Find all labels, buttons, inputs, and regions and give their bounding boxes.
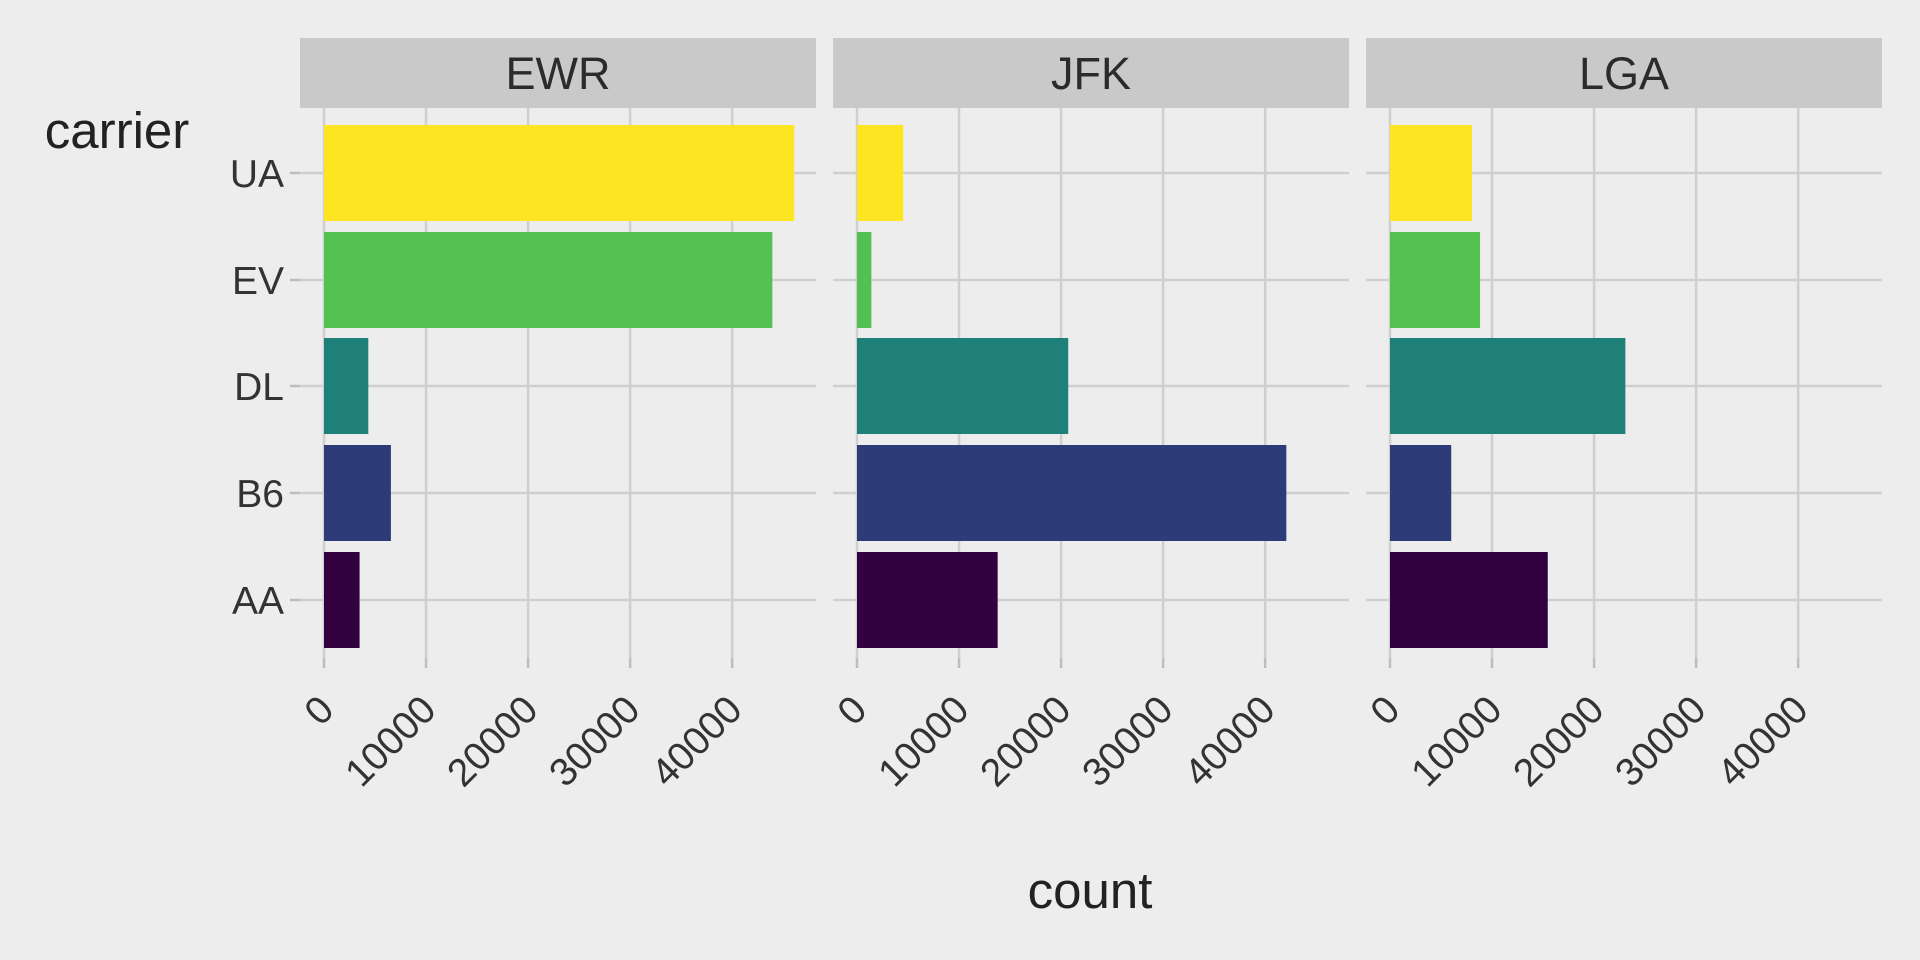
y-tick-label: EV bbox=[232, 260, 284, 303]
bar-ua bbox=[857, 125, 904, 221]
bar-dl bbox=[324, 338, 369, 434]
y-axis: AA B6 DL EV UA bbox=[230, 153, 300, 623]
bar-ev bbox=[1390, 232, 1481, 328]
bar-aa bbox=[857, 552, 998, 648]
bar-dl bbox=[857, 338, 1069, 434]
y-tick-label: B6 bbox=[236, 473, 284, 516]
facet-strip bbox=[1366, 38, 1882, 108]
bar-ua bbox=[1390, 125, 1473, 221]
facet-label: JFK bbox=[1051, 48, 1131, 99]
facet-strip bbox=[300, 38, 816, 108]
bar-ua bbox=[324, 125, 795, 221]
bar-ev bbox=[857, 232, 872, 328]
facet-label: EWR bbox=[506, 48, 611, 99]
bar-aa bbox=[1390, 552, 1548, 648]
bar-dl bbox=[1390, 338, 1626, 434]
bar-b6 bbox=[324, 445, 391, 541]
bar-ev bbox=[324, 232, 773, 328]
bar-b6 bbox=[1390, 445, 1452, 541]
y-tick-label: DL bbox=[234, 366, 284, 409]
facet-strip bbox=[833, 38, 1349, 108]
facet-label: LGA bbox=[1579, 48, 1669, 99]
y-axis-title: carrier bbox=[45, 102, 190, 159]
x-axis-title: count bbox=[1028, 862, 1153, 919]
y-tick-label: AA bbox=[232, 580, 284, 623]
y-tick-label: UA bbox=[230, 153, 284, 196]
bar-b6 bbox=[857, 445, 1287, 541]
bar-aa bbox=[324, 552, 360, 648]
